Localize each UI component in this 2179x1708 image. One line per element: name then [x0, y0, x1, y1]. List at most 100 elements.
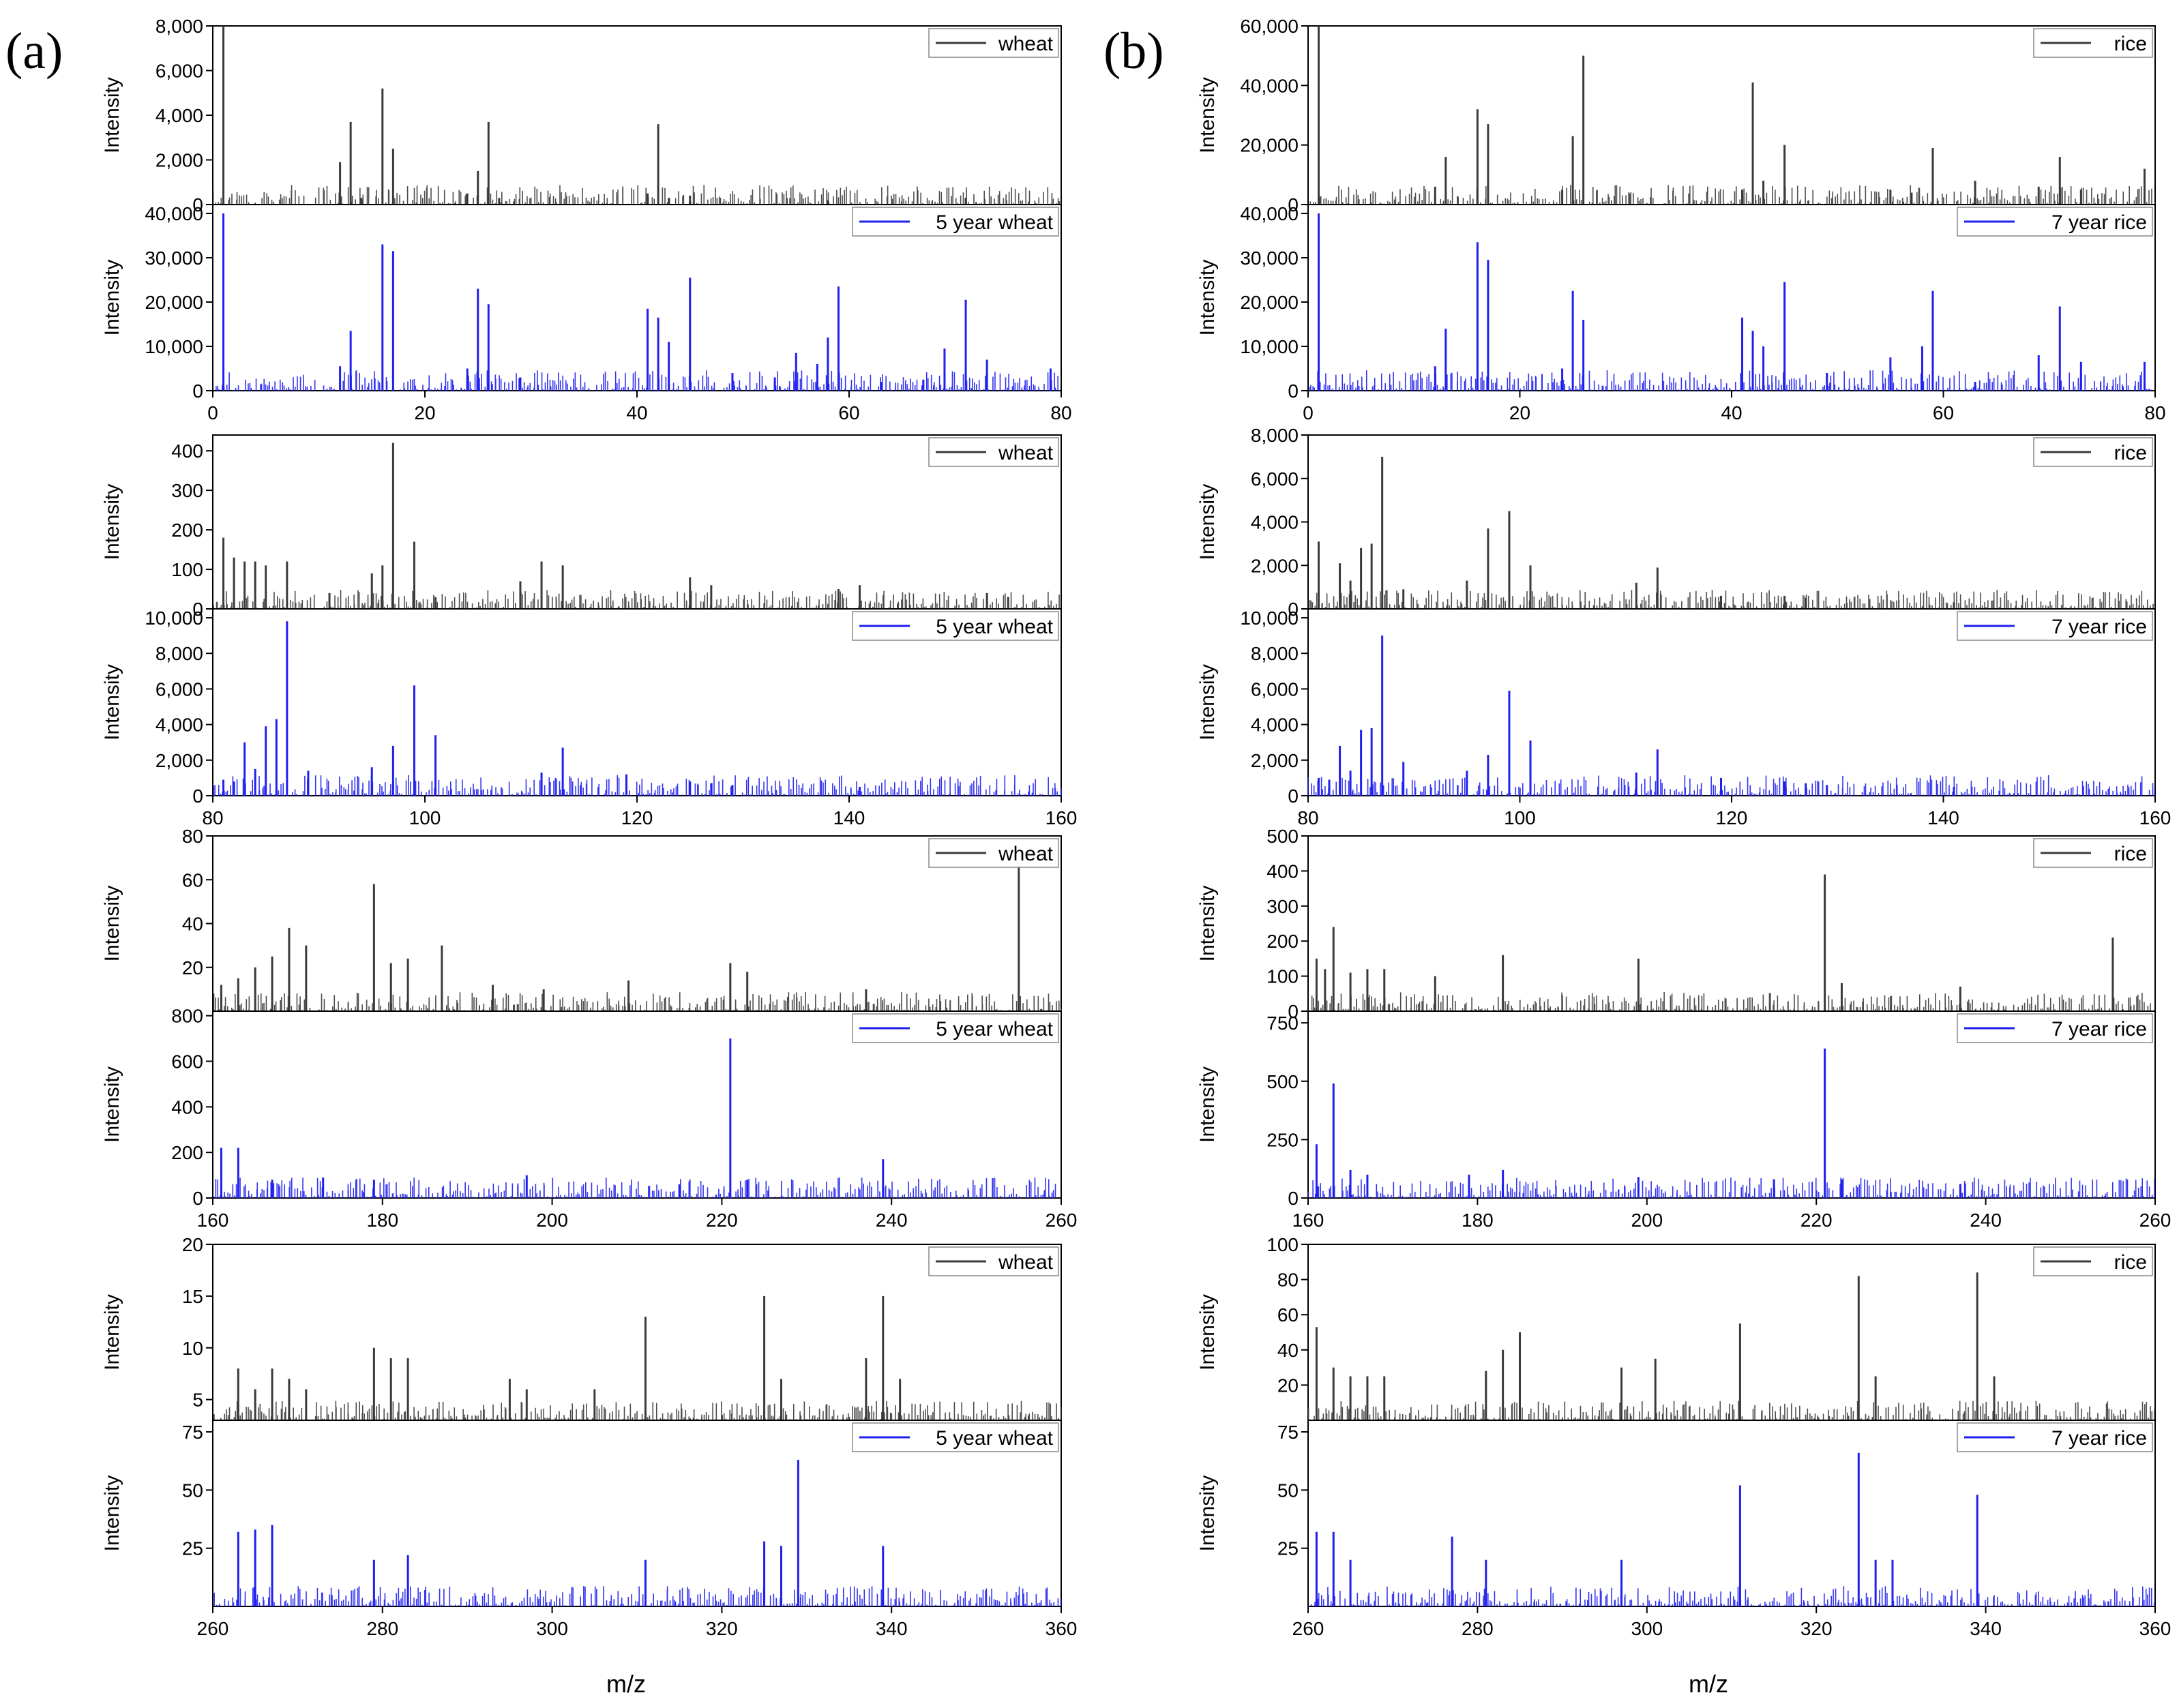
- xtick-label-b-row0-aged: 0: [1303, 402, 1314, 423]
- xtick-label-a-row1-aged: 80: [202, 807, 223, 828]
- ytick-label-b-row0-native: 40,000: [1240, 75, 1299, 96]
- ytick-label-b-row0-aged: 20,000: [1240, 292, 1299, 313]
- legend-a-row2-native: wheat: [928, 838, 1059, 868]
- xtick-label-a-row3-aged: 360: [1046, 1618, 1078, 1639]
- noise-a-row1-aged: [213, 775, 1062, 796]
- y-axis-label-a-row1-aged: Intensity: [101, 664, 123, 740]
- ytick-label-a-row1-native: 300: [171, 480, 203, 501]
- xtick-label-a-row0-aged: 40: [626, 402, 647, 423]
- plot-b-row0-native: 0 20,000 40,000 60,000 Intensity rice: [1196, 16, 2156, 215]
- y-axis-label-a-row3-native: Intensity: [101, 1294, 123, 1370]
- legend-b-row0-native: rice: [2033, 28, 2153, 58]
- ytick-label-a-row0-aged: 30,000: [145, 248, 203, 269]
- xtick-label-b-row0-aged: 40: [1721, 402, 1742, 423]
- xtick-label-a-row2-aged: 240: [876, 1210, 908, 1231]
- ytick-label-a-row3-native: 5: [192, 1390, 203, 1411]
- legend-a-row2-aged: 5 year wheat: [852, 1013, 1059, 1043]
- ytick-label-a-row1-native: 0: [192, 599, 203, 620]
- y-axis-label-a-row2-native: Intensity: [101, 886, 123, 962]
- xtick-label-a-row1-aged: 140: [833, 807, 865, 828]
- ytick-label-b-row0-native: 0: [1288, 194, 1299, 215]
- legend-label-a-row1-aged: 5 year wheat: [936, 616, 1053, 638]
- xtick-label-b-row0-aged: 80: [2144, 402, 2165, 423]
- xtick-label-a-row0-aged: 80: [1050, 402, 1071, 423]
- plot-a-row2-aged: 0 200 400 600 800 160 180 200 220 240 260 Intensity…: [101, 1006, 1077, 1231]
- ytick-label-a-row2-aged: 0: [192, 1188, 203, 1209]
- ytick-label-b-row0-native: 20,000: [1240, 135, 1299, 156]
- xtick-label-a-row3-aged: 260: [197, 1618, 229, 1639]
- y-axis-label-b-row0-native: Intensity: [1196, 77, 1219, 153]
- noise-a-row1-native: [213, 589, 1060, 609]
- plot-frame-b-row1-native: [1307, 434, 2156, 610]
- legend-label-a-row1-native: wheat: [998, 442, 1054, 464]
- legend-b-row0-aged: 7 year rice: [1957, 207, 2153, 237]
- ytick-label-a-row0-native: 8,000: [155, 16, 203, 37]
- ytick-label-a-row3-aged: 25: [182, 1538, 203, 1559]
- ytick-label-a-row3-aged: 75: [182, 1422, 203, 1443]
- spectra-plots: 0 2,000 4,000 6,000 8,000 Intensity wheat 0 10,0…: [101, 16, 2171, 1639]
- xtick-label-a-row0-aged: 20: [414, 402, 435, 423]
- ytick-label-a-row0-native: 2,000: [155, 150, 203, 171]
- y-axis-label-b-row0-aged: Intensity: [1196, 260, 1219, 336]
- ytick-label-a-row1-aged: 0: [192, 785, 203, 807]
- xtick-label-a-row3-aged: 280: [366, 1618, 398, 1639]
- xtick-label-a-row0-aged: 60: [838, 402, 859, 423]
- ytick-label-a-row1-aged: 6,000: [155, 678, 203, 700]
- noise-a-row0-aged: [213, 370, 1060, 391]
- y-axis-label-a-row0-aged: Intensity: [101, 260, 123, 336]
- ytick-label-a-row0-aged: 40,000: [145, 203, 203, 224]
- xtick-label-a-row3-aged: 340: [876, 1618, 908, 1639]
- xtick-label-a-row3-aged: 320: [706, 1618, 738, 1639]
- ytick-label-b-row0-aged: 40,000: [1240, 203, 1299, 224]
- noise-a-row2-native: [213, 991, 1062, 1011]
- plot-a-row2-native: 20 40 60 80 Intensity wheat: [101, 826, 1062, 1012]
- plot-frame-b-row0-native: [1307, 25, 2156, 205]
- plot-a-row3-aged: 25 50 75 260 280 300 320 340 360 Intensity 5 year …: [101, 1420, 1077, 1639]
- legend-label-a-row0-aged: 5 year wheat: [936, 211, 1053, 234]
- xtick-label-a-row2-aged: 220: [706, 1210, 738, 1231]
- x-axis-label-a: m/z: [606, 1670, 646, 1698]
- y-axis-label-a-row0-native: Intensity: [101, 77, 123, 153]
- ytick-label-a-row1-native: 200: [171, 520, 203, 541]
- legend-label-a-row3-native: wheat: [998, 1251, 1054, 1274]
- plot-a-row1-aged: 0 2,000 4,000 6,000 8,000 10,000 80 100 120 140 16…: [101, 608, 1077, 828]
- noise-b-row0-aged: [1309, 370, 2156, 391]
- ytick-label-a-row0-aged: 0: [192, 380, 203, 402]
- xtick-label-b-row0-aged: 60: [1933, 402, 1954, 423]
- ytick-label-a-row0-aged: 20,000: [145, 292, 203, 313]
- ytick-label-a-row0-native: 6,000: [155, 61, 203, 82]
- noise-a-row3-native: [213, 1400, 1062, 1420]
- ytick-label-a-row1-native: 100: [171, 559, 203, 580]
- legend-label-a-row2-aged: 5 year wheat: [936, 1018, 1053, 1040]
- xtick-label-a-row3-aged: 300: [536, 1618, 568, 1639]
- ytick-label-b-row0-aged: 30,000: [1240, 248, 1299, 269]
- ytick-label-a-row0-native: 0: [192, 194, 203, 215]
- panel-label-a: (a): [5, 23, 63, 80]
- ytick-label-a-row2-aged: 400: [171, 1096, 203, 1118]
- ytick-label-a-row0-aged: 10,000: [145, 336, 203, 357]
- xtick-label-a-row1-aged: 120: [621, 807, 653, 828]
- ytick-label-a-row1-native: 400: [171, 440, 203, 462]
- ytick-label-b-row0-native: 60,000: [1240, 16, 1299, 37]
- plot-a-row0-native: 0 2,000 4,000 6,000 8,000 Intensity wheat: [101, 16, 1062, 215]
- noise-a-row2-aged: [213, 1177, 1062, 1198]
- ytick-label-a-row2-aged: 800: [171, 1006, 203, 1027]
- ytick-label-a-row2-aged: 600: [171, 1051, 203, 1073]
- ytick-label-b-row0-aged: 10,000: [1240, 336, 1299, 357]
- legend-label-a-row2-native: wheat: [998, 843, 1054, 865]
- ytick-label-a-row0-native: 4,000: [155, 105, 203, 126]
- x-axis-label-b: m/z: [1689, 1670, 1728, 1698]
- plot-a-row1-native: 0 100 200 300 400 Intensity wheat: [101, 434, 1062, 620]
- ytick-label-a-row2-native: 40: [182, 914, 203, 935]
- legend-a-row1-aged: 5 year wheat: [852, 611, 1059, 641]
- xtick-label-a-row0-aged: 0: [207, 402, 218, 423]
- xtick-label-a-row2-aged: 260: [1046, 1210, 1078, 1231]
- xtick-label-a-row2-aged: 160: [197, 1210, 229, 1231]
- ytick-label-a-row3-native: 10: [182, 1338, 203, 1359]
- plot-b-row0-aged: 0 10,000 20,000 30,000 40,000 0 20 40 60 80 Intens…: [1196, 203, 2166, 423]
- plot-frame-a-row3-aged: [212, 1420, 1062, 1607]
- y-axis-label-a-row1-native: Intensity: [101, 484, 123, 560]
- xtick-label-a-row1-aged: 160: [1046, 807, 1078, 828]
- legend-a-row3-native: wheat: [928, 1246, 1059, 1276]
